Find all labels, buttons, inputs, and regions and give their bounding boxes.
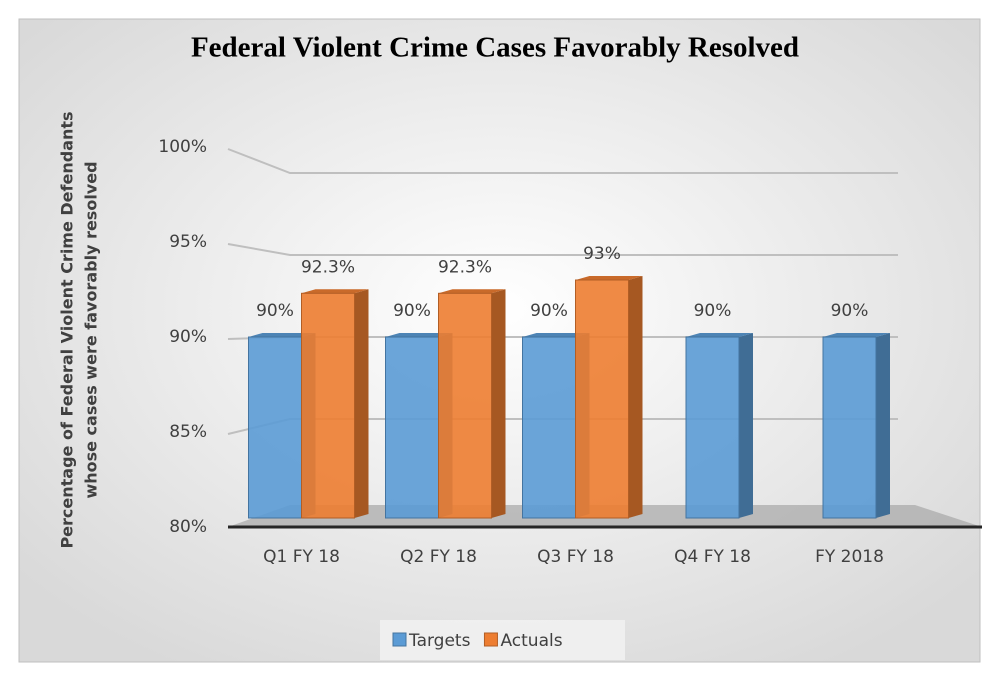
data-label: 92.3% xyxy=(301,257,355,277)
bar-top xyxy=(438,289,506,294)
x-tick-label: Q1 FY 18 xyxy=(263,547,340,567)
bar-top xyxy=(522,333,590,337)
bar-side xyxy=(354,289,369,518)
data-label: 90% xyxy=(694,301,732,321)
x-tick-label: FY 2018 xyxy=(815,547,884,567)
chart-title: Federal Violent Crime Cases Favorably Re… xyxy=(191,32,799,64)
bar-top xyxy=(301,289,369,294)
bar-top xyxy=(686,333,753,337)
x-tick-label: Q4 FY 18 xyxy=(674,547,751,567)
data-label: 90% xyxy=(530,301,568,321)
y-tick-label: 95% xyxy=(169,232,207,252)
bar xyxy=(248,336,302,519)
bar-top xyxy=(385,333,453,337)
legend-swatch xyxy=(392,632,407,647)
bar-side xyxy=(739,333,753,518)
legend-swatch xyxy=(483,632,498,647)
data-label: 90% xyxy=(393,301,431,321)
x-tick-label: Q2 FY 18 xyxy=(400,547,477,567)
bar xyxy=(822,336,877,519)
legend-label: Targets xyxy=(408,631,471,651)
legend-box xyxy=(380,620,625,660)
bar-top xyxy=(823,333,890,337)
y-axis-title: whose cases were favorably resolved xyxy=(82,161,101,498)
bar xyxy=(301,292,355,519)
data-label: 92.3% xyxy=(438,257,492,277)
bar xyxy=(522,336,576,519)
bar-side xyxy=(876,333,890,518)
y-axis-title: Percentage of Federal Violent Crime Defe… xyxy=(58,111,77,548)
y-tick-label: 85% xyxy=(169,422,207,442)
bar-top xyxy=(575,276,643,280)
y-tick-label: 90% xyxy=(169,327,207,347)
bar xyxy=(685,336,740,519)
x-tick-label: Q3 FY 18 xyxy=(537,547,614,567)
bar xyxy=(575,279,629,519)
y-tick-label: 80% xyxy=(169,517,207,537)
bar xyxy=(438,292,492,519)
grid-line xyxy=(227,243,898,256)
grid-line xyxy=(227,148,898,174)
bar-side xyxy=(628,276,643,518)
data-label: 90% xyxy=(831,301,869,321)
bar-top xyxy=(248,333,316,337)
data-label: 93% xyxy=(583,244,621,264)
y-tick-label: 100% xyxy=(158,137,207,157)
legend-label: Actuals xyxy=(500,631,562,651)
data-label: 90% xyxy=(256,301,294,321)
bar xyxy=(385,336,439,519)
bar-side xyxy=(491,289,506,518)
